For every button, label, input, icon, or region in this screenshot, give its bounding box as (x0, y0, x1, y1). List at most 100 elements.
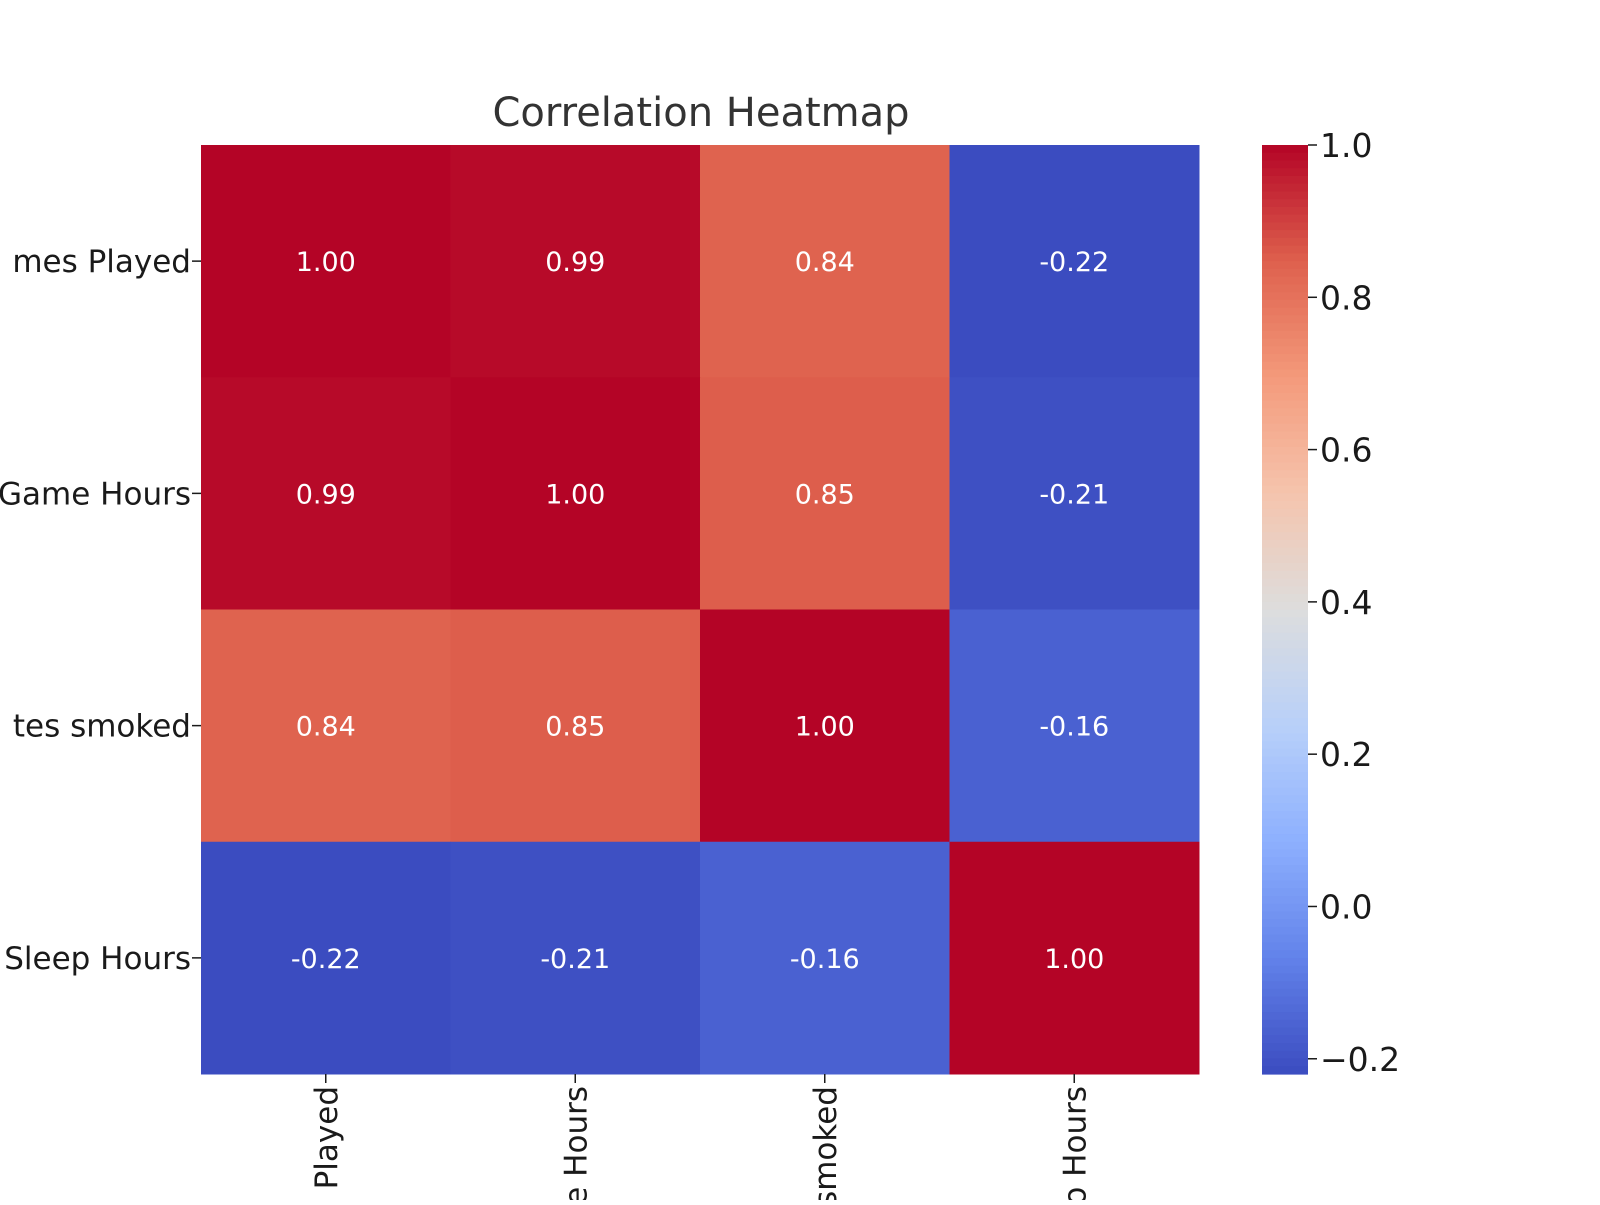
colorbar-segment (1262, 346, 1308, 355)
colorbar-segment (1262, 392, 1308, 402)
colorbar-segment (1262, 640, 1308, 649)
colorbar-segment (1262, 973, 1308, 982)
cell-value-label: 0.84 (296, 712, 356, 743)
row-tick-label: mes Played (12, 244, 191, 280)
colorbar-segment (1262, 1066, 1308, 1075)
colorbar-segment (1262, 717, 1308, 727)
colorbar-segment (1262, 539, 1308, 549)
colorbar-segment (1262, 849, 1308, 858)
colorbar-segment (1262, 710, 1308, 719)
cell-value-label: -0.22 (291, 944, 361, 975)
colorbar-segment (1262, 454, 1308, 464)
colorbar-segment (1262, 261, 1308, 270)
colorbar-segment (1262, 942, 1308, 951)
colorbar-segment (1262, 315, 1308, 324)
cell-value-label: -0.16 (1039, 712, 1109, 743)
colorbar-segment (1262, 1027, 1308, 1036)
colorbar-segment (1262, 1004, 1308, 1013)
colorbar-segment (1262, 733, 1308, 742)
colorbar-segment (1262, 926, 1308, 936)
colorbar-segment (1262, 199, 1308, 208)
colorbar-segment (1262, 764, 1308, 773)
colorbar-segment (1262, 276, 1308, 285)
heatmap-cell (949, 841, 1200, 1075)
colorbar-segment (1262, 934, 1308, 943)
colorbar-segment (1262, 501, 1308, 510)
colorbar: 1.0 0.8 0.6 0.4 0.2 0.0 −0.2 (1262, 126, 1400, 1079)
colorbar-segment (1262, 462, 1308, 471)
colorbar-segment (1262, 214, 1308, 224)
colorbar-segment (1262, 872, 1308, 882)
colorbar-segment (1262, 578, 1308, 587)
cell-value-label: 1.00 (545, 479, 605, 510)
colorbar-segment (1262, 1058, 1308, 1067)
colorbar-segment (1262, 996, 1308, 1005)
colorbar-segment (1262, 175, 1308, 185)
heatmap-cells: 1.00 0.99 0.84 -0.22 0.99 1.00 0.85 -0.21 0.84 0.… (201, 145, 1200, 1075)
row-tick-labels: mes Played Game Hours tes smoked Sleep Hour… (0, 244, 201, 977)
heatmap-cell (949, 377, 1200, 610)
heatmap-cell (201, 841, 451, 1075)
heatmap-cell (201, 377, 451, 610)
row-tick-label: Game Hours (0, 476, 191, 512)
colorbar-segment (1262, 594, 1308, 603)
row-tick-label: tes smoked (13, 709, 191, 745)
colorbar-segment (1262, 609, 1308, 618)
colorbar-segment (1262, 988, 1308, 998)
colorbar-segment (1262, 725, 1308, 734)
colorbar-segment (1262, 555, 1308, 564)
cell-value-label: 0.84 (795, 247, 855, 278)
colorbar-segment (1262, 206, 1308, 216)
colorbar-segment (1262, 330, 1308, 340)
colorbar-segment (1262, 338, 1308, 347)
cell-value-label: 0.99 (545, 247, 605, 278)
colorbar-segment (1262, 795, 1308, 804)
colorbar-segment (1262, 253, 1308, 262)
colorbar-segment (1262, 655, 1308, 665)
colorbar-tick-label: 0.2 (1320, 735, 1372, 774)
heatmap-cell (700, 377, 950, 610)
colorbar-segment (1262, 911, 1308, 920)
colorbar-segment (1262, 307, 1308, 316)
colorbar-segment (1262, 601, 1308, 611)
colorbar-segment (1262, 152, 1308, 162)
colorbar-segment (1262, 477, 1308, 487)
heatmap-cell (450, 609, 701, 843)
column-tick-label: e Hours (558, 1086, 594, 1200)
heatmap-cell (949, 609, 1200, 843)
colorbar-segment (1262, 160, 1308, 169)
colorbar-tick-label: −0.2 (1320, 1040, 1400, 1079)
row-tick-label: Sleep Hours (4, 941, 191, 977)
colorbar-segment (1262, 803, 1308, 812)
colorbar-segment (1262, 415, 1308, 425)
column-tick-label: smoked (808, 1086, 844, 1200)
colorbar-segment (1262, 493, 1308, 502)
colorbar-segment (1262, 880, 1308, 889)
colorbar-segment (1262, 485, 1308, 494)
cell-value-label: 0.99 (296, 479, 356, 510)
colorbar-segment (1262, 532, 1308, 541)
colorbar-segment (1262, 624, 1308, 634)
colorbar-segment (1262, 810, 1308, 820)
colorbar-segment (1262, 632, 1308, 642)
colorbar-segment (1262, 470, 1308, 479)
colorbar-segment (1262, 145, 1308, 154)
heatmap-cell (201, 145, 451, 378)
colorbar-segment (1262, 772, 1308, 781)
colorbar-segment (1262, 857, 1308, 866)
cell-value-label: 1.00 (1044, 944, 1104, 975)
colorbar-segment (1262, 547, 1308, 556)
heatmap-cell (949, 145, 1200, 378)
colorbar-segment (1262, 1050, 1308, 1060)
colorbar-segment (1262, 222, 1308, 231)
heatmap-cell (450, 377, 701, 610)
colorbar-segment (1262, 354, 1308, 363)
column-tick-labels: Played e Hours smoked o Hours (309, 1074, 1093, 1200)
colorbar-segment (1262, 1012, 1308, 1021)
colorbar-segment (1262, 679, 1308, 688)
colorbar-segment (1262, 245, 1308, 254)
colorbar-segment (1262, 919, 1308, 928)
cell-value-label: 0.85 (545, 712, 605, 743)
